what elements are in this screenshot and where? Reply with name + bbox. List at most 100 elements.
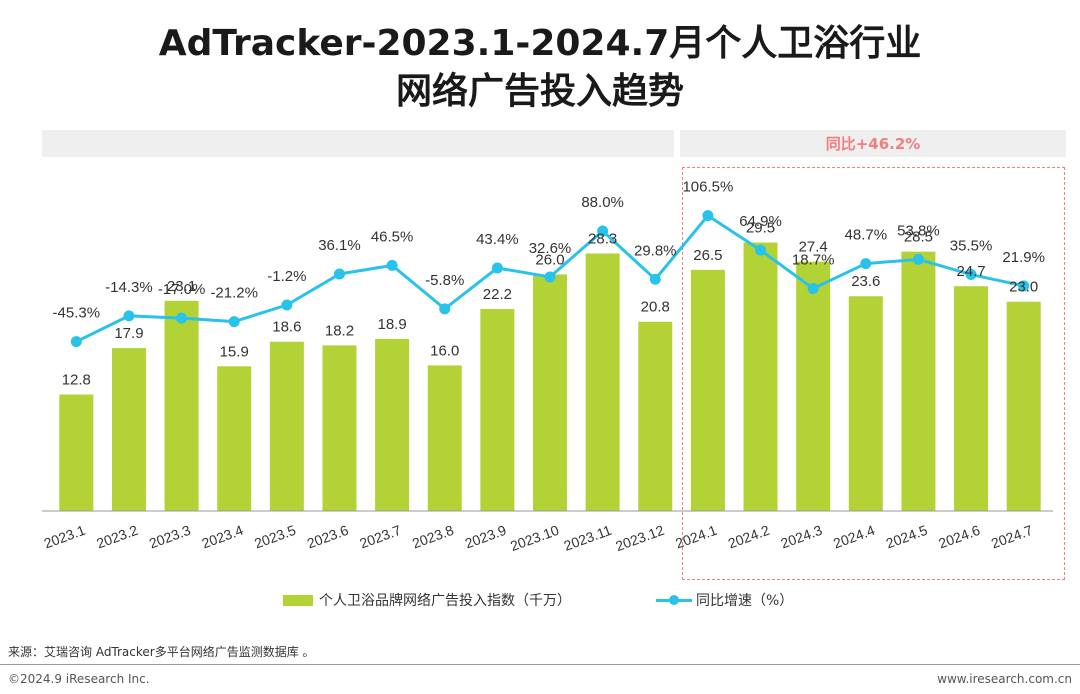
line-point-2024.6: [965, 269, 977, 281]
combo-chart: 12.8 -45.3% 17.9 -14.3% 23.1-17.0% 15.9 -21.2%…: [42, 179, 1053, 554]
line-point-2023.4: [228, 316, 240, 328]
line-point-2023.12: [649, 273, 661, 285]
line-label-2023.6: 36.1%: [318, 237, 361, 254]
bar-label-2023.1: 12.8: [62, 372, 91, 389]
x-tick-2023.12: 2023.12: [613, 522, 666, 554]
bar-2023.1: [59, 394, 94, 511]
x-tick-2024.6: 2024.6: [936, 522, 982, 552]
line-point-2023.3: [176, 312, 188, 324]
x-tick-2024.2: 2024.2: [726, 522, 772, 552]
bar-label-2023.4: 15.9: [220, 343, 249, 360]
bar-label-2023.3: 23.1: [167, 278, 196, 295]
line-label-2024.1: 106.5%: [682, 179, 733, 196]
line-point-2023.2: [123, 310, 135, 322]
bar-2024.3: [796, 261, 831, 511]
bar-2023.4: [217, 366, 252, 511]
x-tick-2024.4: 2024.4: [831, 522, 877, 552]
highlight-2024-box: [682, 167, 1065, 580]
legend-item-line: 同比增速（%）: [656, 590, 793, 610]
x-tick-2024.5: 2024.5: [884, 522, 930, 552]
bar-label-2024.6: 24.7: [956, 263, 985, 280]
line-label-2023.3: -17.0%: [158, 281, 206, 298]
bar-label-2024.3: 27.4: [799, 239, 828, 256]
x-tick-2023.6: 2023.6: [305, 522, 351, 552]
bar-2024.5: [901, 251, 936, 511]
x-tick-2024.3: 2024.3: [778, 522, 824, 552]
x-tick-2023.11: 2023.11: [562, 522, 614, 554]
line-point-2023.11: [597, 225, 609, 237]
bar-label-2023.11: 28.3: [588, 230, 617, 247]
x-tick-2024.7: 2024.7: [989, 522, 1035, 552]
x-tick-2024.1: 2024.1: [673, 522, 719, 552]
line-point-2024.1: [702, 210, 714, 222]
bar-label-2024.2: 29.5: [746, 220, 775, 237]
line-label-2023.4: -21.2%: [210, 285, 258, 302]
legend-bar-label: 个人卫浴品牌网络广告投入指数（千万）: [319, 593, 571, 609]
bar-label-2023.6: 18.2: [325, 322, 354, 339]
bar-2023.7: [375, 339, 410, 511]
line-point-2024.7: [1018, 280, 1030, 292]
legend-bar-swatch: [283, 594, 313, 606]
x-tick-2023.10: 2023.10: [508, 522, 561, 554]
line-point-2023.8: [439, 303, 451, 315]
line-label-2023.12: 29.8%: [634, 242, 677, 259]
line-label-2023.5: -1.2%: [267, 268, 306, 285]
bar-label-2024.5: 28.5: [904, 229, 933, 246]
line-point-2024.2: [755, 244, 767, 256]
bar-label-2024.7: 23.0: [1009, 279, 1038, 296]
line-point-2023.7: [386, 259, 398, 271]
bar-label-2023.8: 16.0: [430, 342, 459, 359]
page-title-line1: AdTracker-2023.1-2024.7月个人卫浴行业: [158, 23, 922, 64]
source-note: 来源：艾瑞咨询 AdTracker多平台网络广告监测数据库 。: [8, 645, 315, 659]
bar-2024.2: [743, 242, 778, 512]
line-label-2024.7: 21.9%: [1002, 249, 1045, 266]
line-point-2023.1: [70, 336, 82, 348]
bar-label-2023.7: 18.9: [378, 316, 407, 333]
line-point-2024.4: [860, 258, 872, 270]
bar-label-2023.12: 20.8: [641, 299, 670, 316]
header-band-right: [680, 130, 1066, 157]
x-tick-2023.5: 2023.5: [252, 522, 298, 552]
bar-label-2024.4: 23.6: [851, 273, 880, 290]
legend-line-swatch: [656, 593, 692, 607]
website-text: www.iresearch.com.cn: [937, 672, 1072, 686]
line-label-2023.2: -14.3%: [105, 279, 153, 296]
x-tick-2023.7: 2023.7: [357, 522, 403, 552]
line-point-2024.3: [807, 282, 819, 294]
bar-2023.2: [111, 348, 146, 511]
x-tick-2023.2: 2023.2: [94, 522, 140, 552]
line-label-2024.3: 18.7%: [792, 251, 835, 268]
bar-2024.1: [690, 269, 725, 511]
bar-2023.8: [427, 365, 462, 511]
line-label-2023.8: -5.8%: [425, 272, 464, 289]
bar-2023.12: [638, 321, 673, 511]
chart-legend: 个人卫浴品牌网络广告投入指数（千万） 同比增速（%）: [0, 590, 1080, 612]
line-label-2023.10: 32.6%: [529, 240, 572, 257]
line-label-2023.9: 43.4%: [476, 231, 519, 248]
x-tick-2023.9: 2023.9: [463, 522, 509, 552]
line-point-2023.6: [333, 268, 345, 280]
line-point-2024.5: [912, 253, 924, 265]
bar-2023.11: [585, 253, 620, 511]
line-point-2023.10: [544, 271, 556, 283]
bar-2024.6: [954, 286, 989, 511]
x-tick-2023.3: 2023.3: [147, 522, 193, 552]
line-point-2023.5: [281, 299, 293, 311]
line-label-2024.5: 53.8%: [897, 222, 940, 239]
line-label-2023.7: 46.5%: [371, 228, 414, 245]
bar-2024.7: [1006, 301, 1041, 511]
bar-label-2024.1: 26.5: [693, 247, 722, 264]
bar-2023.10: [533, 274, 567, 511]
bar-label-2023.10: 26.0: [535, 251, 564, 268]
bar-label-2023.9: 22.2: [483, 286, 512, 303]
page-title-line2: 网络广告投入趋势: [395, 71, 684, 112]
line-label-2024.4: 48.7%: [845, 227, 888, 244]
line-label-2024.2: 64.9%: [739, 213, 782, 230]
legend-item-bar: 个人卫浴品牌网络广告投入指数（千万）: [283, 590, 571, 610]
yoy-summary-label: 同比+46.2%: [825, 135, 921, 153]
line-label-2024.6: 35.5%: [950, 238, 993, 255]
footer-divider: [0, 664, 1080, 665]
bar-2023.5: [269, 341, 304, 511]
bar-2023.9: [480, 308, 515, 511]
bar-2024.4: [848, 296, 883, 511]
